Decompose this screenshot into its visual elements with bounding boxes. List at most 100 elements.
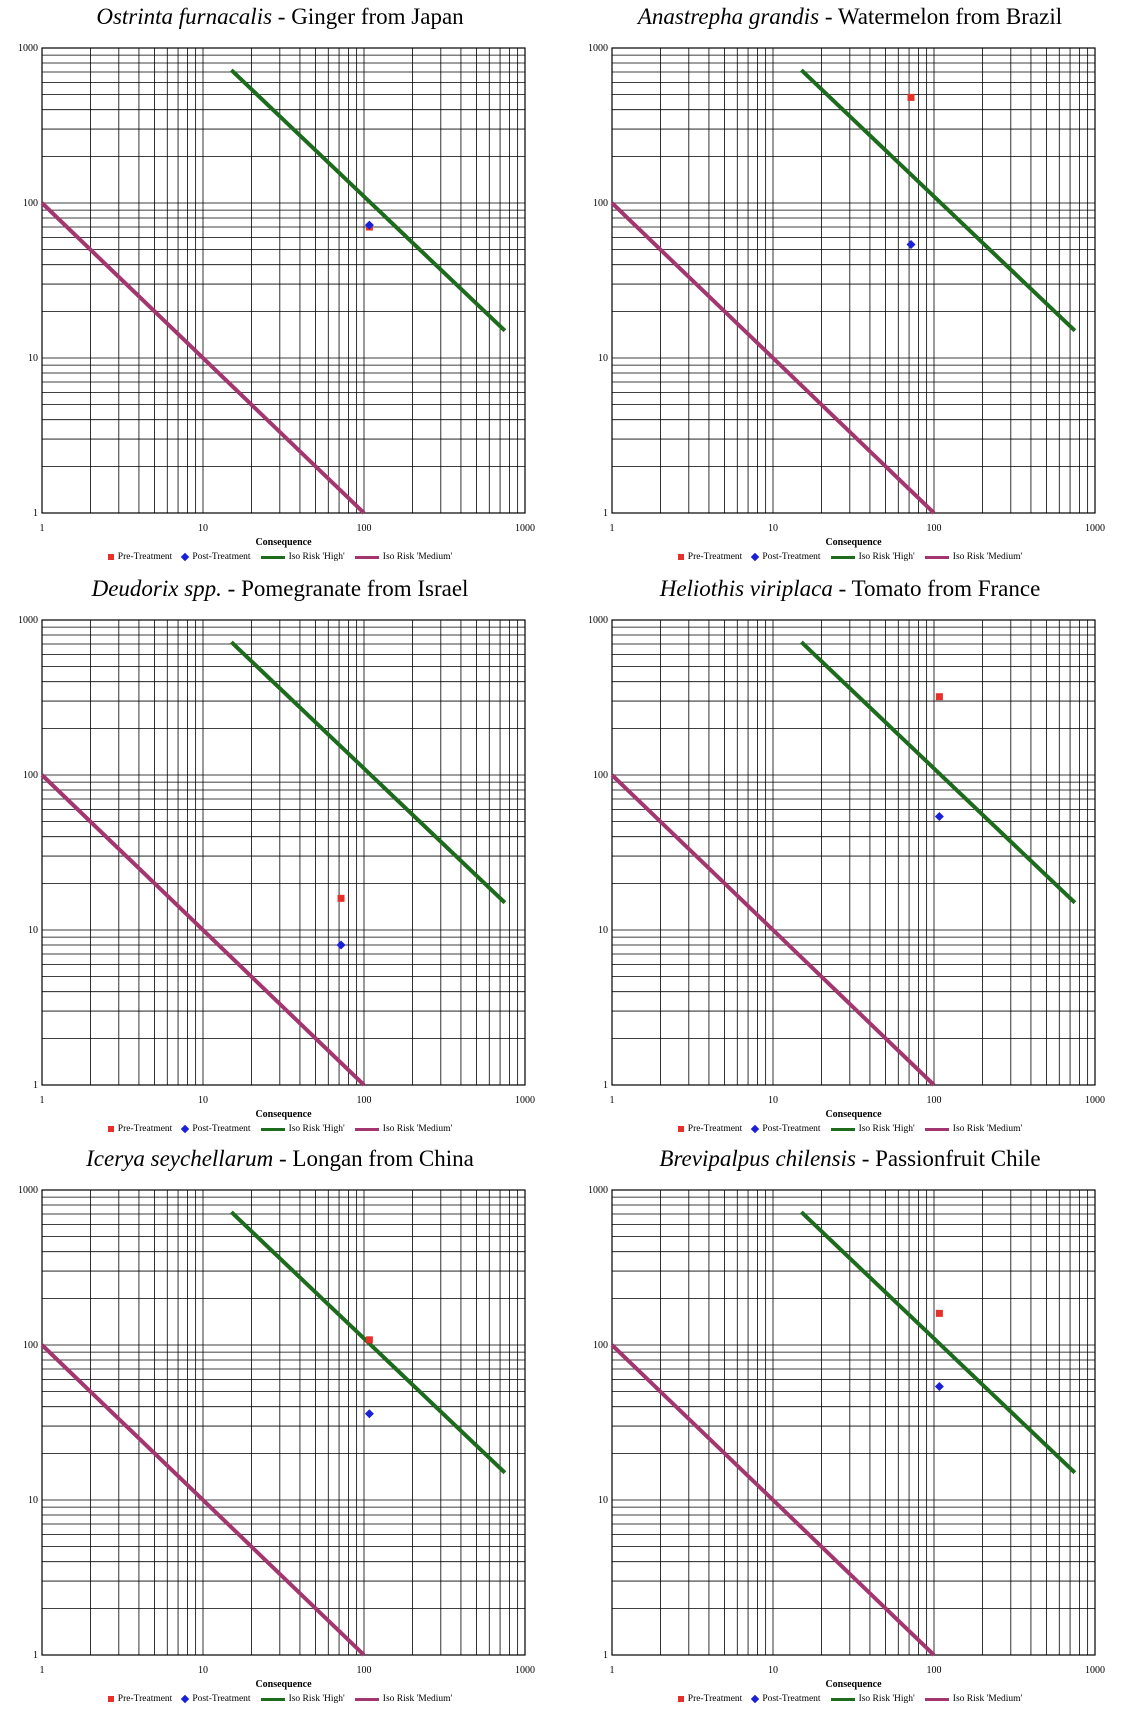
legend-line-medium [354, 1127, 379, 1131]
chart-title-species: Deudorix spp. [91, 576, 222, 601]
x-tick-label: 1 [40, 523, 45, 534]
legend-item-pre: Pre-Treatment [107, 552, 172, 562]
iso-risk-high-line [229, 68, 507, 333]
gridlines [41, 619, 526, 1086]
gridlines [41, 1189, 526, 1656]
legend-item-pre: Pre-Treatment [677, 1124, 743, 1134]
legend-label: Pre-Treatment [117, 1694, 173, 1704]
chart-panel-3: Deudorix spp. - Pomegranate from Israel … [0, 572, 560, 1143]
chart-plot: 1 10 100 1000 1 10 100 1000 Consequence [18, 615, 535, 1120]
x-tick-label: 1000 [1085, 1665, 1105, 1676]
y-tick-label: 1000 [18, 1185, 38, 1196]
legend-item-post: Post-Treatment [751, 552, 821, 562]
chart-plot: 1 10 100 1000 1 10 100 1000 Consequence [588, 1185, 1105, 1690]
legend-line-medium [354, 555, 379, 559]
legend-label: Iso Risk 'Medium' [952, 552, 1023, 562]
legend-label: Post-Treatment [762, 1124, 821, 1134]
x-axis-label: Consequence [255, 537, 312, 548]
gridlines [611, 47, 1096, 514]
legend-item-high: Iso Risk 'High' [830, 1694, 915, 1704]
legend-marker-square [107, 1696, 114, 1702]
x-tick-label: 1000 [515, 1665, 535, 1676]
gridlines [41, 47, 526, 514]
x-tick-label: 100 [927, 1095, 942, 1106]
chart-legend: Pre-Treatment Post-Treatment Iso Risk 'H… [570, 1694, 1130, 1704]
pre-treatment-point [365, 1336, 373, 1344]
iso-risk-medium-line [610, 201, 936, 515]
y-tick-label: 1000 [588, 615, 608, 626]
legend-marker-diamond [181, 1124, 190, 1134]
post-treatment-point [934, 1381, 944, 1391]
x-tick-label: 1 [610, 1095, 615, 1106]
legend-label: Pre-Treatment [117, 1124, 173, 1134]
legend-item-high: Iso Risk 'High' [830, 552, 915, 562]
chart-plot: 1 10 100 1000 1 10 100 1000 Consequence [18, 43, 535, 548]
chart-title: Icerya seychellarum - Longan from China [0, 1146, 560, 1172]
y-tick-label: 1 [33, 1650, 38, 1661]
post-treatment-point [336, 940, 346, 950]
legend-label: Iso Risk 'High' [288, 1124, 345, 1134]
legend-label: Pre-Treatment [687, 1694, 743, 1704]
legend-line-high [830, 1127, 855, 1131]
legend-line-high [830, 555, 855, 559]
post-treatment-point [364, 220, 374, 230]
x-tick-label: 1 [610, 523, 615, 534]
legend-label: Iso Risk 'Medium' [382, 552, 453, 562]
legend-label: Pre-Treatment [687, 1124, 743, 1134]
legend-line-high [260, 1697, 285, 1701]
legend-marker-square [107, 554, 114, 560]
x-axis-label: Consequence [825, 1679, 882, 1690]
y-tick-label: 1000 [18, 43, 38, 54]
chart-panel-4: Heliothis viriplaca - Tomato from France… [570, 572, 1130, 1143]
legend-item-pre: Pre-Treatment [677, 552, 742, 562]
x-tick-label: 1 [610, 1665, 615, 1676]
pre-treatment-point [337, 894, 345, 902]
legend-line-medium [924, 1697, 949, 1701]
y-tick-label: 10 [28, 925, 38, 936]
legend-line-high [260, 1127, 285, 1131]
legend-label: Post-Treatment [762, 1694, 821, 1704]
pre-treatment-point [935, 1309, 943, 1317]
chart-title: Deudorix spp. - Pomegranate from Israel [0, 576, 560, 602]
legend-item-post: Post-Treatment [751, 1694, 821, 1704]
y-tick-label: 1 [33, 1080, 38, 1091]
plot-frame [611, 47, 1096, 514]
y-tick-label: 1000 [18, 615, 38, 626]
legend-line-high [260, 555, 285, 559]
legend-item-high: Iso Risk 'High' [260, 552, 345, 562]
x-tick-label: 100 [357, 1095, 372, 1106]
legend-item-post: Post-Treatment [181, 1124, 251, 1134]
legend-item-post: Post-Treatment [181, 552, 251, 562]
legend-line-medium [924, 555, 949, 559]
iso-risk-medium-line [610, 773, 936, 1087]
plot-frame [611, 1189, 1096, 1656]
chart-title-species: Anastrepha grandis [637, 4, 820, 29]
legend-label: Iso Risk 'Medium' [952, 1124, 1023, 1134]
x-tick-label: 10 [198, 523, 208, 534]
chart-plot: 1 10 100 1000 1 10 100 1000 Consequence [18, 1185, 535, 1690]
legend-item-high: Iso Risk 'High' [830, 1124, 915, 1134]
legend-item-pre: Pre-Treatment [107, 1694, 173, 1704]
y-tick-label: 1000 [588, 43, 608, 54]
chart-title-species: Ostrinta furnacalis [96, 4, 273, 29]
x-tick-label: 1000 [1085, 1095, 1105, 1106]
chart-title-rest: - Longan from China [273, 1146, 474, 1171]
legend-label: Iso Risk 'Medium' [952, 1694, 1023, 1704]
chart-title-rest: - Passionfruit Chile [855, 1146, 1041, 1171]
chart-title-species: Icerya seychellarum [86, 1146, 274, 1171]
iso-risk-high-line [799, 1210, 1077, 1475]
chart-title-rest: - Watermelon from Brazil [819, 4, 1063, 29]
legend-marker-square [677, 554, 684, 560]
x-tick-label: 100 [357, 1665, 372, 1676]
chart-panel-1: Ostrinta furnacalis - Ginger from Japan … [0, 0, 560, 571]
plot-frame [611, 619, 1096, 1086]
legend-line-medium [354, 1697, 379, 1701]
legend-marker-diamond [751, 1124, 760, 1134]
legend-item-high: Iso Risk 'High' [260, 1124, 345, 1134]
legend-item-medium: Iso Risk 'Medium' [924, 1694, 1023, 1704]
legend-label: Iso Risk 'Medium' [382, 1124, 453, 1134]
y-tick-label: 100 [23, 198, 38, 209]
iso-risk-high-line [799, 640, 1077, 905]
iso-risk-high-line [229, 640, 507, 905]
x-tick-label: 1000 [1085, 523, 1105, 534]
